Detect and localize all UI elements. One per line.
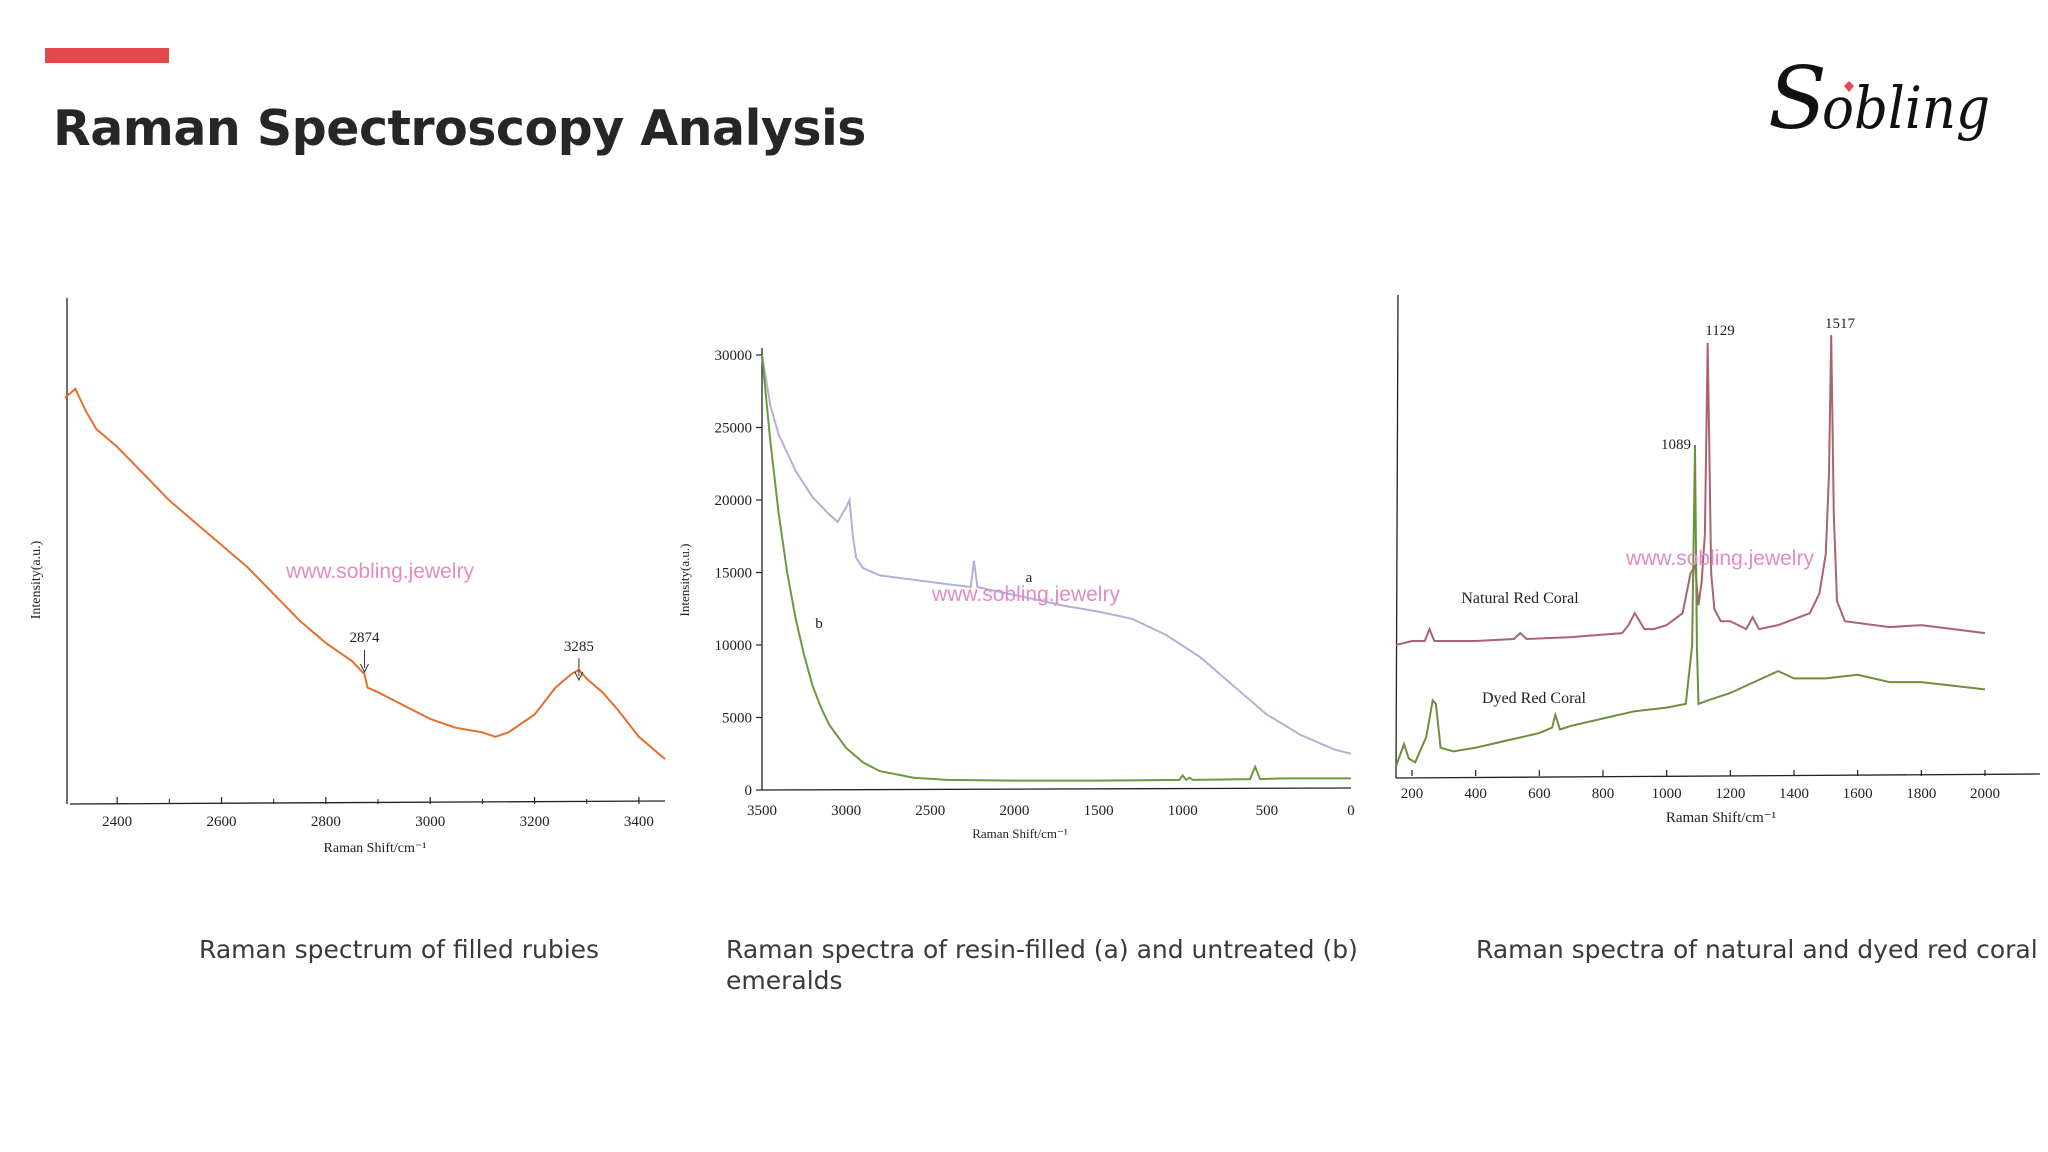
x-tick-label: 2500 xyxy=(915,803,945,819)
x-tick-label: 1200 xyxy=(1715,786,1745,802)
watermark: www.sobling.jewelry xyxy=(1625,547,1814,570)
x-tick-label: 500 xyxy=(1256,803,1279,819)
dyed-coral-label: Dyed Red Coral xyxy=(1482,690,1587,707)
x-tick-label: 200 xyxy=(1401,786,1424,802)
y-tick-label: 20000 xyxy=(715,493,753,509)
peak-label-1089: 1089 xyxy=(1661,437,1691,453)
caption-filled-rubies: Raman spectrum of filled rubies xyxy=(199,935,600,964)
x-tick-label: 3000 xyxy=(831,803,861,819)
page-title: Raman Spectroscopy Analysis xyxy=(53,100,866,157)
x-axis-label: Raman Shift/cm⁻¹ xyxy=(972,826,1068,841)
x-axis-label: Raman Shift/cm⁻¹ xyxy=(324,841,427,856)
x-tick-label: 3200 xyxy=(520,814,550,830)
x-tick-label: 1000 xyxy=(1652,786,1682,802)
y-tick-label: 15000 xyxy=(715,566,753,582)
dyed-coral-line xyxy=(1395,444,1986,767)
ruby-spectrum-line xyxy=(64,387,666,760)
y-tick-label: 25000 xyxy=(715,421,753,437)
series-b-label: b xyxy=(815,616,823,632)
x-tick-label: 0 xyxy=(1347,803,1355,819)
series-a-label: a xyxy=(1026,570,1033,586)
x-tick-label: 2000 xyxy=(1970,786,2000,802)
series-a-line xyxy=(761,354,1352,755)
peak-arrowhead xyxy=(360,663,369,674)
peak-arrowhead xyxy=(574,671,584,682)
y-axis xyxy=(1395,294,1399,779)
chart-filled-rubies: 2400 2600 2800 3000 3200 3400 Raman Shift/cm⁻¹… xyxy=(20,280,670,880)
series-b-line xyxy=(761,354,1351,782)
caption-emeralds: Raman spectra of resin-filled (a) and un… xyxy=(726,935,1358,995)
svg-text:S: S xyxy=(1768,49,1827,149)
natural-coral-label: Natural Red Coral xyxy=(1461,590,1579,607)
x-tick-label: 3000 xyxy=(415,814,445,830)
sobling-logo: S obling xyxy=(1768,49,1990,149)
y-axis-label: Intensity(a.u.) xyxy=(29,540,44,619)
x-tick-label: 3400 xyxy=(624,814,654,830)
chart-1-svg: 2400 2600 2800 3000 3200 3400 Raman Shift/cm⁻¹… xyxy=(29,298,666,856)
x-tick-label: 1600 xyxy=(1843,786,1873,802)
gem-icon xyxy=(1844,81,1854,92)
peak-label-1129: 1129 xyxy=(1705,323,1734,339)
y-tick-label: 5000 xyxy=(722,711,752,727)
x-tick-label: 2600 xyxy=(207,814,237,830)
x-tick-label: 1400 xyxy=(1779,786,1809,802)
x-axis xyxy=(761,787,1352,791)
x-tick-label: 2000 xyxy=(999,803,1029,819)
x-axis xyxy=(69,800,666,805)
y-tick-label: 10000 xyxy=(715,638,753,654)
title-accent-bar xyxy=(45,48,169,63)
x-tick-label: 1000 xyxy=(1168,803,1198,819)
chart-red-coral: 200 400 600 800 1000 1200 1400 1600 1800 2000 Rama… xyxy=(1380,280,2048,880)
caption-red-coral: Raman spectra of natural and dyed red co… xyxy=(1476,935,2038,964)
x-tick-label: 1800 xyxy=(1906,786,1936,802)
x-tick-label: 2800 xyxy=(311,814,341,830)
x-tick-label: 3500 xyxy=(747,803,777,819)
y-axis-label: Intensity(a.u.) xyxy=(677,544,692,617)
x-tick-label: 1500 xyxy=(1084,803,1114,819)
peak-label-1517: 1517 xyxy=(1825,316,1856,332)
natural-coral-line xyxy=(1395,334,1986,646)
watermark: www.sobling.jewelry xyxy=(285,560,474,583)
chart-3-svg: 200 400 600 800 1000 1200 1400 1600 1800 2000 Rama… xyxy=(1395,294,2041,826)
chart-emeralds: 0 5000 10000 15000 20000 25000 30000 3500 3000 25… xyxy=(675,280,1375,880)
x-axis xyxy=(1395,773,2041,779)
x-tick-label: 400 xyxy=(1464,786,1487,802)
x-tick-label: 600 xyxy=(1528,786,1551,802)
y-tick-label: 30000 xyxy=(715,348,753,364)
peak-label-3285: 3285 xyxy=(564,639,594,655)
watermark: www.sobling.jewelry xyxy=(931,583,1120,606)
peak-label-2874: 2874 xyxy=(349,630,380,646)
x-tick-label: 800 xyxy=(1592,786,1615,802)
x-axis-label: Raman Shift/cm⁻¹ xyxy=(1666,810,1776,826)
y-tick-label: 0 xyxy=(745,783,753,799)
x-tick-label: 2400 xyxy=(102,814,132,830)
